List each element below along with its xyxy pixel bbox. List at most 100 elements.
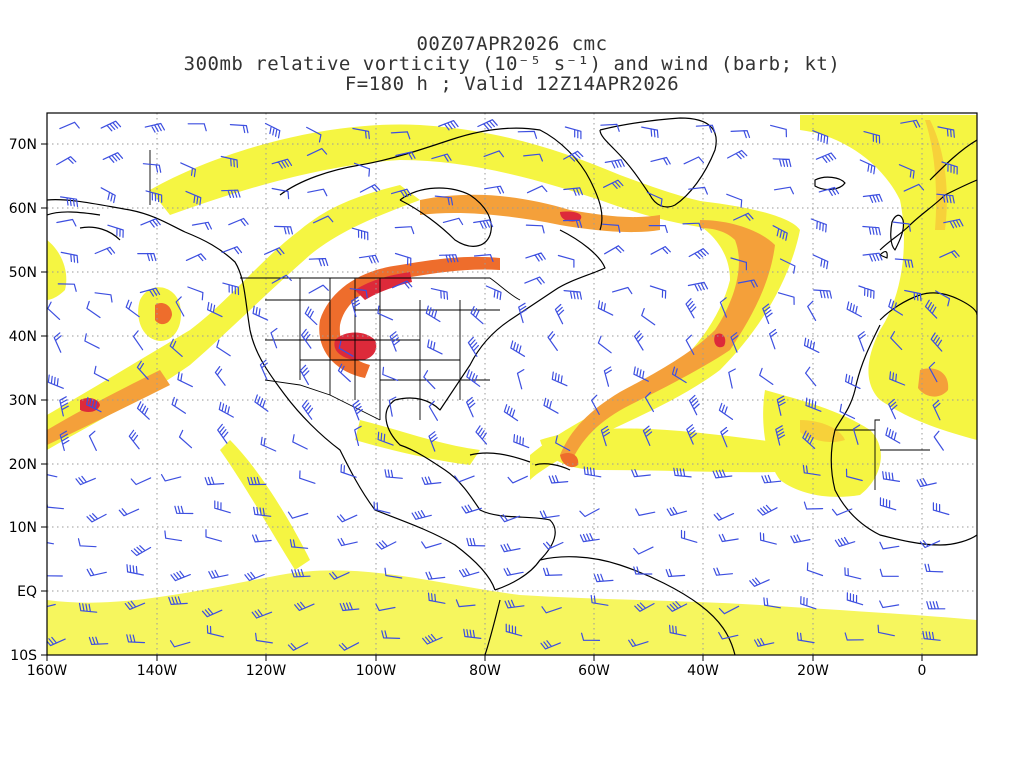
wind-barb bbox=[845, 568, 861, 579]
wind-barb bbox=[811, 219, 826, 232]
wind-barb bbox=[486, 286, 501, 300]
wind-barb bbox=[565, 127, 581, 139]
wind-barb bbox=[847, 302, 861, 317]
wind-barb bbox=[132, 546, 151, 556]
wind-barb bbox=[46, 500, 63, 509]
wind-barb bbox=[719, 403, 732, 419]
wind-barb bbox=[443, 218, 462, 224]
lat-label: EQ bbox=[17, 584, 37, 600]
wind-barb bbox=[636, 509, 655, 515]
wind-barb bbox=[95, 247, 114, 254]
wind-barb bbox=[141, 219, 160, 227]
wind-barb bbox=[467, 370, 480, 386]
wind-barb bbox=[605, 160, 624, 168]
wind-barb bbox=[642, 309, 655, 325]
lon-label: 40W bbox=[687, 663, 719, 679]
lon-label: 20W bbox=[797, 663, 829, 679]
wind-barb bbox=[504, 405, 517, 421]
wind-barb bbox=[806, 367, 816, 385]
wind-barb bbox=[863, 253, 882, 261]
wind-barb bbox=[302, 329, 311, 348]
wind-barb bbox=[57, 157, 76, 165]
wind-barb bbox=[300, 471, 315, 483]
wind-barb bbox=[544, 542, 563, 549]
wind-barb bbox=[302, 401, 312, 420]
lat-label: 20N bbox=[9, 457, 37, 473]
wind-barb bbox=[552, 372, 567, 386]
lat-label: 30N bbox=[9, 393, 37, 409]
wind-barb bbox=[779, 293, 795, 305]
wind-barb bbox=[805, 338, 819, 352]
lon-label: 140W bbox=[137, 663, 178, 679]
wind-barb bbox=[61, 252, 77, 262]
wind-barb bbox=[714, 513, 733, 520]
wind-barb bbox=[162, 475, 181, 481]
lon-label: 160W bbox=[27, 663, 68, 679]
wind-barb bbox=[188, 124, 206, 131]
lon-label: 120W bbox=[246, 663, 287, 679]
wind-barb bbox=[76, 476, 95, 484]
wind-barb bbox=[205, 477, 223, 484]
wind-barb bbox=[666, 569, 684, 576]
lon-label: 100W bbox=[356, 663, 397, 679]
shade-east-atlantic bbox=[800, 115, 977, 440]
wind-barb bbox=[478, 120, 497, 130]
wind-barb bbox=[395, 227, 413, 234]
wind-barb bbox=[353, 401, 362, 420]
wind-barb bbox=[540, 511, 559, 518]
wind-barb bbox=[544, 398, 558, 413]
wind-barb bbox=[775, 187, 794, 194]
wind-barb bbox=[230, 125, 248, 133]
wind-barb bbox=[688, 282, 707, 290]
wind-barb bbox=[760, 533, 776, 544]
wind-barb bbox=[684, 157, 703, 164]
wind-barb bbox=[87, 514, 106, 522]
wind-barb bbox=[309, 259, 327, 266]
wind-barb bbox=[48, 375, 63, 388]
wind-barb bbox=[816, 153, 835, 162]
wind-barb bbox=[165, 531, 182, 541]
wind-barb bbox=[431, 289, 447, 300]
wind-barb bbox=[352, 228, 368, 240]
wind-barb bbox=[131, 478, 150, 485]
wind-barb bbox=[138, 254, 156, 261]
coast-north-america-east bbox=[386, 230, 605, 590]
wind-barb bbox=[555, 305, 563, 324]
wind-barb bbox=[219, 402, 233, 417]
lat-label: 60N bbox=[9, 201, 37, 217]
wind-barb bbox=[519, 303, 527, 322]
wind-barb bbox=[253, 535, 272, 542]
wind-barb bbox=[580, 509, 599, 517]
wind-barb bbox=[934, 431, 943, 450]
coast-iceland bbox=[815, 177, 845, 189]
wind-barb bbox=[728, 151, 747, 159]
wind-barb bbox=[558, 256, 574, 268]
wind-barb bbox=[801, 597, 816, 609]
wind-barb bbox=[504, 568, 523, 575]
wind-barb bbox=[87, 302, 100, 318]
wind-barb bbox=[760, 368, 773, 384]
wind-barb bbox=[814, 290, 832, 298]
wind-barb bbox=[175, 506, 193, 513]
wind-barb bbox=[180, 430, 192, 447]
border-states bbox=[265, 278, 500, 420]
coast-uk bbox=[880, 215, 903, 258]
wind-barb bbox=[308, 189, 327, 196]
wind-barb bbox=[518, 370, 524, 389]
wind-barb bbox=[808, 301, 816, 320]
wind-barb bbox=[927, 602, 945, 609]
wind-barb bbox=[632, 470, 651, 477]
wind-barb bbox=[526, 253, 545, 261]
wind-barb bbox=[770, 330, 777, 349]
wind-barb bbox=[634, 547, 653, 554]
lat-label: 10S bbox=[10, 648, 37, 664]
wind-barb bbox=[390, 332, 399, 351]
wind-barb bbox=[288, 512, 307, 518]
wind-barb bbox=[266, 124, 280, 138]
wind-barb bbox=[880, 542, 899, 549]
wind-barb bbox=[217, 340, 230, 356]
wind-barb bbox=[719, 534, 738, 541]
wind-barb bbox=[127, 565, 143, 575]
wind-barb bbox=[933, 503, 948, 515]
